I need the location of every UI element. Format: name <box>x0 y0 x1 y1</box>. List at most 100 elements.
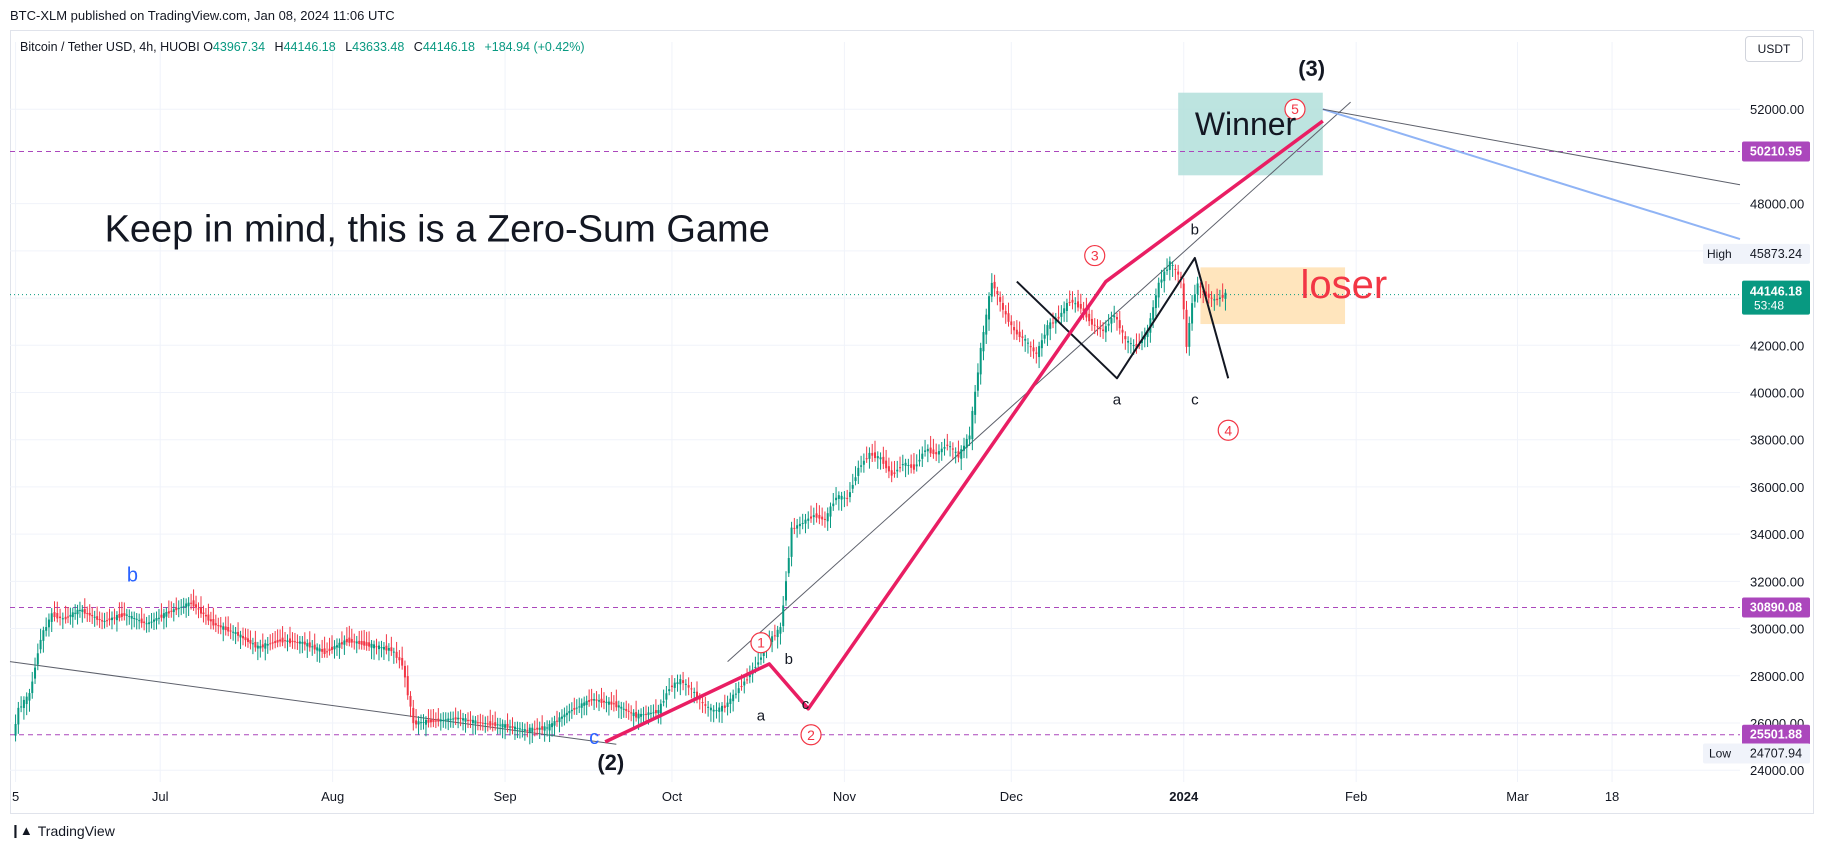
price-candle-body <box>256 645 259 649</box>
price-candle-body <box>990 282 993 297</box>
price-candle-body <box>715 710 718 712</box>
price-candle-body <box>860 465 863 467</box>
price-candle-body <box>737 688 740 694</box>
price-candle-body <box>635 712 638 718</box>
wave-label-major: (2) <box>597 750 624 775</box>
price-candle-body <box>732 694 735 702</box>
price-candle-body <box>1132 345 1135 347</box>
price-candle-body <box>239 634 242 638</box>
price-candle-body <box>96 616 99 620</box>
price-candle-body <box>740 686 743 688</box>
price-candle-body <box>721 705 724 712</box>
price-candle-body <box>575 707 578 709</box>
tradingview-brand[interactable]: ❙▲ TradingView <box>10 823 115 839</box>
price-candle-body <box>406 676 409 696</box>
y-tick-label: 38000.00 <box>1750 433 1804 448</box>
price-candle-body <box>261 644 264 648</box>
price-candle-body <box>829 506 832 517</box>
price-candle-body <box>190 602 193 604</box>
price-candle-body <box>39 639 42 650</box>
price-candle-body <box>424 719 427 725</box>
price-candle-body <box>1029 346 1032 348</box>
price-candle-body <box>937 451 940 455</box>
price-candle-body <box>630 712 633 714</box>
x-tick-label: Nov <box>833 789 857 804</box>
price-candle-body <box>1168 261 1171 270</box>
price-candle-body <box>398 657 401 661</box>
y-tick-label: 36000.00 <box>1750 480 1804 495</box>
price-candle-body <box>1199 286 1202 288</box>
price-candle-body <box>343 640 346 645</box>
price-candle-body <box>570 709 573 712</box>
price-candle-body <box>588 700 591 703</box>
price-candle-body <box>1146 329 1149 337</box>
level-tag-lower: 25501.88 <box>1750 728 1802 742</box>
price-candle-body <box>491 723 494 725</box>
symbol-title[interactable]: Bitcoin / Tether USD, 4h, HUOBI <box>20 40 200 54</box>
price-candle-body <box>167 611 170 614</box>
price-candle-body <box>687 685 690 688</box>
price-candle-body <box>1113 315 1116 318</box>
price-candle-body <box>676 682 679 685</box>
price-candle-body <box>553 721 556 726</box>
price-candle-body <box>746 679 749 681</box>
current-price-countdown: 53:48 <box>1754 299 1784 313</box>
price-candle-body <box>1188 322 1191 347</box>
wave-label-circle <box>800 724 822 746</box>
price-candle-body <box>437 718 440 722</box>
price-candle-body <box>988 296 991 320</box>
price-candle-body <box>1185 309 1188 347</box>
price-candle-body <box>979 347 982 375</box>
price-candle-body <box>593 699 596 701</box>
price-candle-body <box>887 466 890 472</box>
price-candle-body <box>303 641 306 645</box>
price-candle-body <box>1093 324 1096 326</box>
price-candle-body <box>602 700 605 703</box>
price-candle-body <box>375 646 378 648</box>
open-label: O <box>203 40 213 54</box>
price-candle-body <box>620 706 623 709</box>
price-candle-body <box>133 618 136 620</box>
price-candle-body <box>118 613 121 618</box>
price-candle-body <box>45 627 48 631</box>
price-candle-body <box>232 631 235 633</box>
currency-button[interactable]: USDT <box>1745 36 1803 62</box>
price-candle-body <box>91 614 94 617</box>
price-candle-body <box>1196 283 1199 294</box>
price-candle-body <box>1104 326 1107 333</box>
price-candle-body <box>143 621 146 623</box>
price-candle-body <box>912 464 915 470</box>
price-candle-body <box>1110 318 1113 324</box>
x-tick-label: Aug <box>321 789 344 804</box>
price-candle-body <box>61 618 64 620</box>
low-tag-label: Low <box>1709 746 1731 760</box>
price-candle-body <box>148 622 151 625</box>
price-candle-body <box>580 703 583 708</box>
price-candle-body <box>266 643 269 646</box>
price-candle-body <box>442 719 445 721</box>
price-candle-body <box>1182 283 1185 310</box>
price-candle-body <box>1077 301 1080 308</box>
wave-label-circle <box>1217 419 1239 441</box>
price-candle-body <box>974 391 977 415</box>
price-candle-body <box>1090 318 1093 325</box>
high-label: H <box>274 40 284 54</box>
price-candle-body <box>600 698 603 703</box>
current-price-tag-bg <box>1742 280 1810 315</box>
price-candle-body <box>1004 311 1007 315</box>
price-candle-body <box>489 721 492 726</box>
price-candle-body <box>790 527 793 557</box>
price-candle-body <box>649 712 652 714</box>
price-candle-body <box>101 620 104 622</box>
price-candle-body <box>160 614 163 618</box>
wave-label-1: 1 <box>757 635 765 651</box>
price-candle-body <box>924 450 927 452</box>
x-tick-label: Oct <box>662 789 683 804</box>
price-candle-body <box>246 638 249 642</box>
price-candle-body <box>647 712 650 716</box>
price-candle-body <box>449 718 452 720</box>
price-candle-body <box>1204 291 1207 297</box>
price-candle-body <box>679 679 682 685</box>
price-candle-body <box>821 516 824 520</box>
